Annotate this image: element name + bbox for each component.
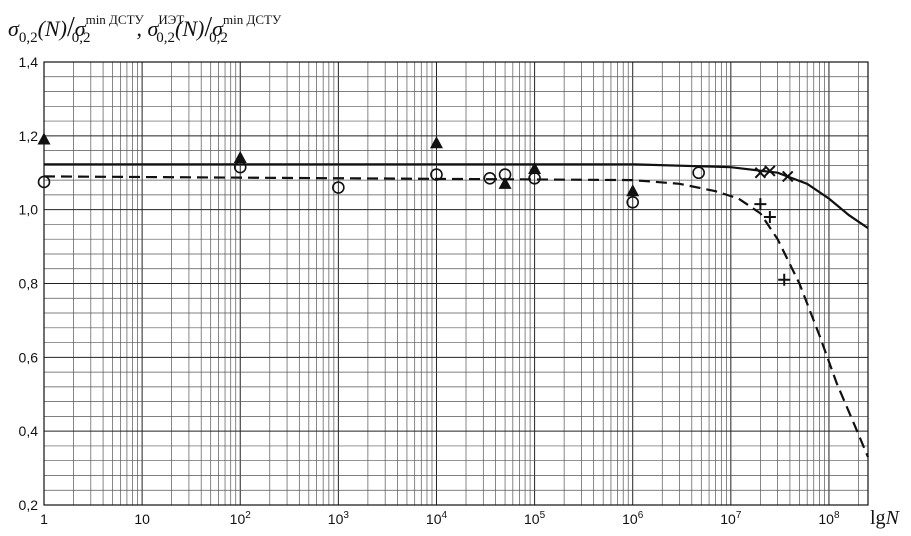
triangle-point: [498, 176, 512, 189]
circle-point: [498, 168, 512, 181]
y-tick-label: 0,2: [19, 497, 39, 513]
circle-point: [332, 181, 345, 194]
x-tick-label: 107: [720, 510, 742, 527]
x-axis-label: lgN: [870, 507, 901, 529]
circle-point: [483, 171, 497, 185]
x-tick-label: 106: [622, 510, 644, 527]
title-sigma-b: σ: [75, 16, 87, 41]
x-tick-labels: 1 10 102 103 104 105 106 107 108: [40, 510, 840, 527]
x-tick-label: 103: [328, 510, 350, 527]
title-sub-b: 0,2: [72, 30, 91, 46]
triangle-point: [429, 136, 443, 149]
title-slash-2: /: [204, 12, 212, 43]
title-sigma-c: σ: [148, 16, 160, 41]
plus-point: [778, 273, 791, 286]
y-tick-label: 1,0: [19, 202, 39, 218]
triangle-point: [528, 162, 542, 175]
grid: [43, 61, 868, 506]
title-sub-d: 0,2: [209, 30, 228, 46]
curves: [43, 163, 870, 458]
x-tick-label: 105: [524, 510, 546, 527]
title-sup-c: ИЭТ: [158, 12, 184, 27]
y-tick-label: 0,8: [19, 276, 39, 292]
title-arg-a: (N): [38, 16, 67, 41]
title-sigma-d: σ: [212, 16, 224, 41]
circle-point: [233, 160, 247, 174]
circle-point: [626, 195, 640, 209]
title-sub-c: 0,2: [156, 30, 175, 46]
chart-title: σ0,2(N)/σmin ДСТУ 0,2, σИЭТ 0,2(N)/σmin ДС…: [8, 12, 282, 46]
circle-point: [528, 171, 541, 185]
title-slash-1: /: [67, 12, 75, 43]
x-cross-point: [754, 167, 767, 179]
title-arg-c: (N): [175, 16, 204, 41]
x-cross-point: [764, 165, 776, 177]
x-tick-label: 104: [426, 510, 448, 527]
y-tick-label: 0,6: [19, 349, 39, 365]
axes: [43, 61, 869, 506]
y-tick-label: 1,4: [19, 54, 39, 70]
x-tick-label: 10: [134, 511, 150, 527]
triangle-point: [233, 150, 247, 163]
y-tick-labels: 0,2 0,4 0,6 0,8 1,0 1,2 1,4: [19, 54, 39, 513]
x-tick-label: 1: [40, 511, 48, 527]
plus-point: [754, 198, 767, 211]
x-tick-label: 108: [818, 510, 840, 527]
curve-dashed: [43, 175, 870, 458]
y-tick-label: 0,4: [19, 423, 39, 439]
title-sub-a: 0,2: [19, 30, 38, 46]
circle-point: [692, 166, 705, 180]
x-axis-label-lg: lg: [870, 507, 886, 529]
x-axis-label-n: N: [885, 507, 901, 529]
title-sigma-a: σ: [8, 16, 20, 41]
curve-solid: [44, 163, 869, 230]
plot-frame: [43, 61, 869, 506]
y-tick-label: 1,2: [19, 128, 39, 144]
circle-point: [430, 168, 443, 181]
title-sup-b: min ДСТУ: [86, 12, 145, 27]
triangle-point: [626, 184, 640, 197]
x-tick-label: 102: [230, 510, 252, 527]
plus-point: [763, 211, 776, 224]
title-comma: ,: [137, 16, 143, 41]
title-sup-d: min ДСТУ: [223, 12, 282, 27]
x-cross-point: [782, 170, 794, 183]
